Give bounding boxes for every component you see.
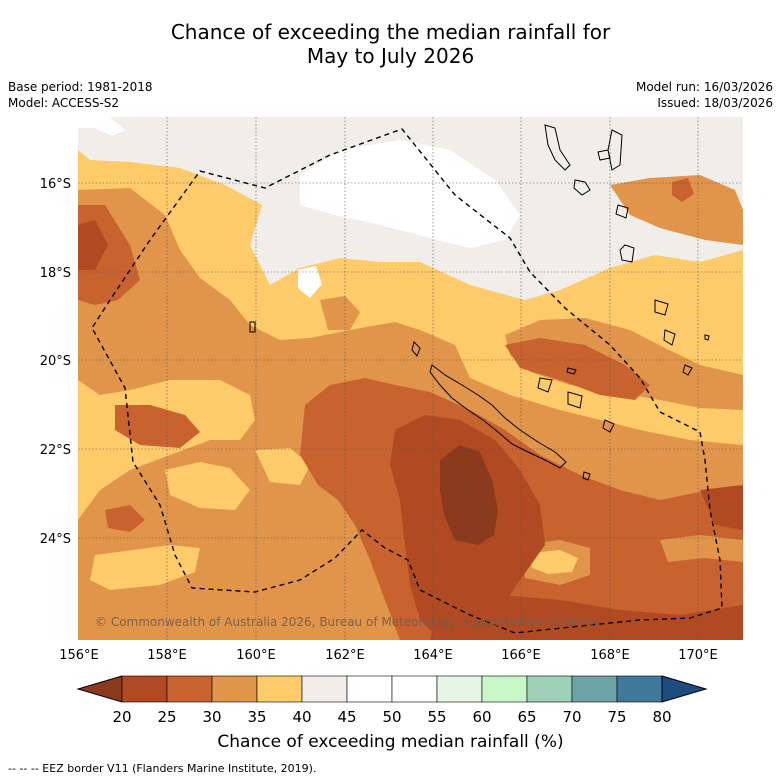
- colorbar-tick-label: 25: [157, 708, 176, 726]
- field-35-40-patch2: [255, 448, 310, 485]
- field-30-35-e: [505, 318, 743, 410]
- map-title-line1: Chance of exceeding the median rainfall …: [170, 20, 611, 44]
- model-run: Model run: 16/03/2026: [635, 80, 773, 94]
- colorbar-tick-label: 45: [337, 708, 356, 726]
- colorbar-tick-label: 65: [517, 708, 536, 726]
- lat-axis-labels: 16°S 18°S 20°S 22°S 24°S: [40, 177, 71, 547]
- colorbar-swatch: [301, 675, 348, 703]
- eez-border: [91, 128, 723, 634]
- colorbar-swatch: [481, 675, 528, 703]
- lon-label: 160°E: [236, 648, 276, 663]
- colorbar-swatch: [526, 675, 573, 703]
- colorbar-tick-label: 55: [427, 708, 446, 726]
- field-25-30-w2: [115, 405, 200, 448]
- field-below-20-central: [440, 445, 498, 545]
- lon-axis-labels: 156°E 158°E 160°E 162°E 164°E 166°E 168°…: [59, 648, 718, 663]
- colorbar-tick-label: 20: [112, 708, 131, 726]
- colorbar-swatch: [166, 675, 213, 703]
- colorbar-tick-label: 50: [382, 708, 401, 726]
- lon-label: 170°E: [678, 648, 718, 663]
- field-30-35-patch-e: [660, 535, 743, 562]
- lat-label: 20°S: [40, 354, 71, 369]
- colorbar-tick-label: 35: [247, 708, 266, 726]
- lon-label: 162°E: [325, 648, 365, 663]
- colorbar-swatch: [346, 675, 393, 703]
- colorbar: [76, 675, 708, 703]
- lat-label: 18°S: [40, 266, 71, 281]
- lon-label: 156°E: [59, 648, 99, 663]
- map-title-line2: May to July 2026: [306, 44, 475, 68]
- colorbar-swatch: [211, 675, 258, 703]
- meta-left: Base period: 1981-2018 Model: ACCESS-S2: [8, 79, 153, 111]
- colorbar-swatch: [256, 675, 303, 703]
- lon-label: 168°E: [590, 648, 630, 663]
- field-50-55-ne: [78, 117, 125, 136]
- colorbar-tick-label: 75: [607, 708, 626, 726]
- lon-label: 158°E: [147, 648, 187, 663]
- issued-date: Issued: 18/03/2026: [657, 96, 773, 110]
- island-outline: [411, 341, 421, 357]
- island-outline: [249, 321, 256, 333]
- island-outline: [582, 471, 591, 481]
- base-period: Base period: 1981-2018: [8, 80, 153, 94]
- field-20-25-south: [430, 595, 743, 640]
- colorbar-tick-label: 70: [562, 708, 581, 726]
- field-20-25-east: [700, 485, 743, 530]
- colorbar-tick-label: 40: [292, 708, 311, 726]
- lat-label: 16°S: [40, 177, 71, 192]
- field-25-30-ne: [672, 178, 694, 202]
- field-50-55-west: [298, 266, 322, 298]
- colorbar-swatch: [121, 675, 168, 703]
- rainfall-fields: [78, 117, 743, 640]
- lat-label: 24°S: [40, 532, 71, 547]
- field-50-55-north: [300, 140, 520, 248]
- lon-label: 164°E: [413, 648, 453, 663]
- model-name: Model: ACCESS-S2: [8, 96, 120, 110]
- field-20-25-west: [78, 220, 108, 270]
- vanuatu-islands: [544, 124, 710, 376]
- colorbar-swatch: [391, 675, 438, 703]
- colorbar-tick-label: 60: [472, 708, 491, 726]
- field-30-35-ne: [610, 175, 743, 245]
- lat-label: 22°S: [40, 443, 71, 458]
- field-35-40-patch1: [165, 462, 250, 510]
- colorbar-swatch: [436, 675, 483, 703]
- field-35-40-patch-s: [530, 550, 578, 574]
- colorbar-swatch: [616, 675, 663, 703]
- loyalty-islands: [537, 367, 615, 433]
- colorbar-high-arrow: [661, 675, 708, 703]
- lon-label: 166°E: [501, 648, 541, 663]
- colorbar-ticks: 20 25 30 35 40 45 50 55 60 65 70 75 80: [112, 708, 671, 726]
- colorbar-low-arrow: [76, 675, 123, 703]
- meta-right: Model run: 16/03/2026 Issued: 18/03/2026: [636, 79, 773, 111]
- gridlines: [78, 117, 743, 640]
- field-30-35-c: [320, 296, 360, 330]
- field-35-40-patch3: [90, 545, 200, 590]
- colorbar-label: Chance of exceeding median rainfall (%): [217, 732, 564, 752]
- colorbar-tick-label: 30: [202, 708, 221, 726]
- colorbar-tick-label: 80: [652, 708, 671, 726]
- field-25-30-sw: [105, 505, 145, 532]
- field-25-30-e: [505, 338, 650, 400]
- new-caledonia-island: [429, 364, 567, 469]
- copyright-notice: © Commonwealth of Australia 2026, Bureau…: [95, 615, 600, 629]
- eez-footnote: -- -- -- EEZ border V11 (Flanders Marine…: [8, 762, 317, 775]
- colorbar-swatch: [571, 675, 618, 703]
